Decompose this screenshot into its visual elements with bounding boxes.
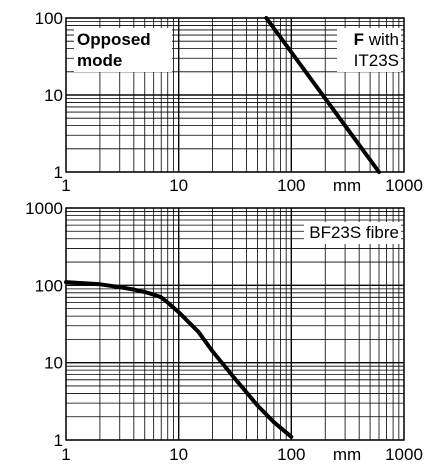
series-label-line1: F with [354, 30, 399, 49]
x-tick-label: 10 [169, 445, 188, 464]
y-tick-label: 1000 [25, 199, 63, 218]
bf23s-label-box [304, 222, 401, 244]
y-tick-label: 100 [35, 9, 63, 28]
x-tick-label: 100 [277, 176, 305, 195]
x-tick-label: 1 [61, 445, 70, 464]
x-tick-label: 1000 [385, 445, 423, 464]
x-tick-label: 10 [169, 176, 188, 195]
series-label-prefix: F [354, 30, 364, 49]
x-unit-label: mm [333, 176, 361, 195]
y-tick-label: 100 [35, 276, 63, 295]
y-tick-label: 1 [54, 163, 63, 182]
bottom-chart-tick-labels: 1 10 100 1000 1000 100 10 1 [25, 199, 423, 464]
x-tick-label: 1000 [385, 176, 423, 195]
series-label-box [337, 28, 401, 72]
x-unit-label-box [327, 445, 367, 464]
opposed-mode-label-line1: Opposed [77, 30, 151, 49]
x-unit-label: mm [333, 445, 361, 464]
top-range-chart: Opposed mode F with IT23S mm 1 10 100 10001… [35, 9, 423, 195]
x-tick-label: 1 [61, 176, 70, 195]
y-tick-label: 10 [44, 354, 63, 373]
series-label-line2: IT23S [354, 51, 399, 70]
bottom-chart-series-line [64, 280, 294, 439]
opposed-mode-label-line2: mode [77, 51, 122, 70]
plot-frame [65, 207, 405, 441]
bottom-range-chart: BF23S fibre mm 1 10 100 1000 1000 100 10 1 [25, 199, 423, 464]
y-tick-label: 1 [54, 431, 63, 450]
y-tick-label: 10 [44, 86, 63, 105]
top-chart-tick-labels: 1 10 100 1000 100 10 1 [35, 9, 423, 195]
top-chart-series-line [264, 16, 381, 174]
x-unit-label-box [327, 176, 367, 195]
x-tick-label: 100 [277, 445, 305, 464]
bottom-chart-grid [65, 207, 405, 441]
series-label-suffix: with [368, 30, 399, 49]
plot-frame [65, 17, 405, 173]
opposed-mode-label-box [74, 28, 172, 72]
bf23s-fibre-label: BF23S fibre [309, 223, 399, 242]
